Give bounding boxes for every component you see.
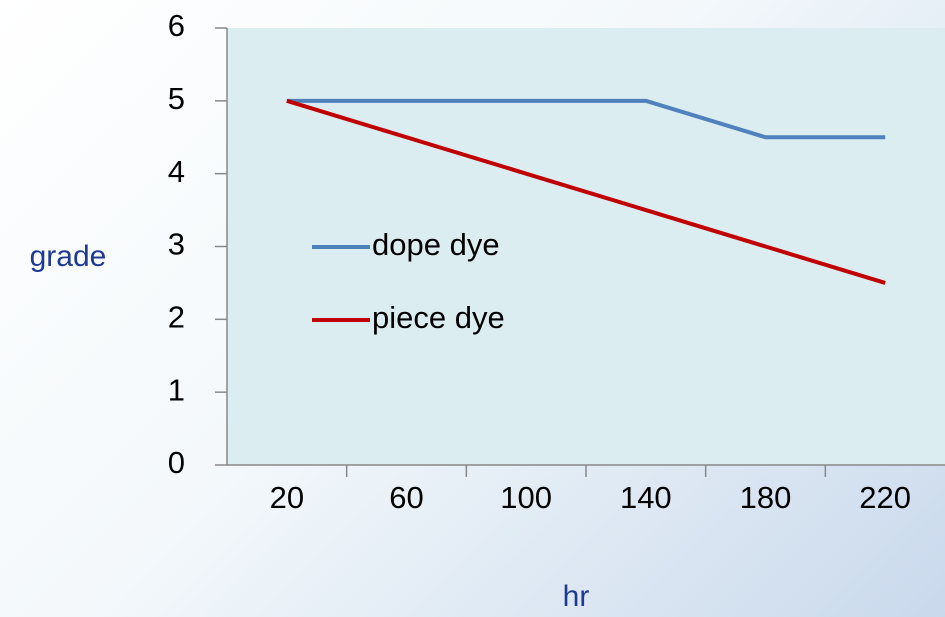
y-tick-label: 1	[168, 372, 185, 407]
x-tick-label: 20	[270, 480, 304, 515]
x-tick-label: 220	[859, 480, 911, 515]
y-axis-label: grade	[30, 240, 107, 273]
y-tick-label: 4	[168, 154, 185, 189]
y-tick-label: 6	[168, 8, 185, 43]
x-tick-label: 100	[500, 480, 552, 515]
x-axis-label: hr	[563, 580, 590, 613]
y-tick-label: 3	[168, 227, 185, 262]
x-tick-label: 60	[389, 480, 423, 515]
x-tick-label: 180	[740, 480, 792, 515]
series-line	[286, 98, 886, 140]
series-line	[286, 98, 886, 285]
y-tick-label: 5	[168, 81, 185, 116]
legend-label: piece dye	[372, 300, 505, 335]
legend-label: dope dye	[372, 227, 500, 262]
x-tick-label: 140	[620, 480, 672, 515]
y-tick-label: 2	[168, 300, 185, 335]
y-tick-label: 0	[168, 445, 185, 480]
